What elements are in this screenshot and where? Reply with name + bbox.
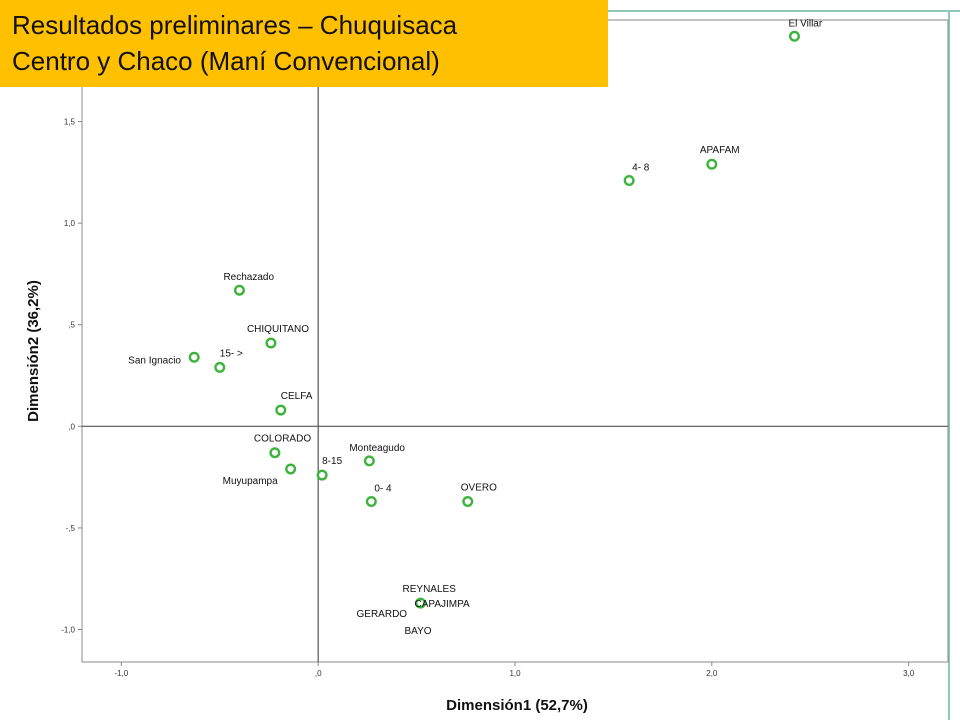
point-label: BAYO <box>405 626 432 637</box>
header-line-1: Resultados preliminares – Chuquisaca <box>12 10 458 40</box>
point-label: Rechazado <box>223 272 274 283</box>
point-label: San Ignacio <box>128 355 181 366</box>
x-tick-label: ,0 <box>315 669 322 678</box>
data-point <box>188 351 200 363</box>
data-point <box>265 337 277 349</box>
slide-header: Resultados preliminares – Chuquisaca Cen… <box>0 0 608 87</box>
data-point <box>788 30 800 42</box>
y-tick-label: 1,5 <box>64 118 76 127</box>
y-tick-label: 1,0 <box>64 219 76 228</box>
point-label: 15- > <box>220 348 243 359</box>
point-label: 4- 8 <box>632 163 650 174</box>
point-label: Muyupampa <box>223 476 278 487</box>
data-point <box>623 174 635 186</box>
point-label: GERARDO <box>357 609 408 620</box>
point-label: APAFAM <box>700 145 740 156</box>
y-tick-label: -1,0 <box>61 625 75 634</box>
x-tick-label: 1,0 <box>509 669 521 678</box>
point-label: CAPAJIMPA <box>415 599 471 610</box>
point-label: COLORADO <box>254 434 311 445</box>
plot-frame <box>81 19 949 663</box>
data-point <box>269 447 281 459</box>
y-axis-ticks: -1,0 -,5 ,0 ,5 1,0 1,5 <box>61 118 82 634</box>
point-label: 8-15 <box>322 456 342 467</box>
point-label: REYNALES <box>403 584 457 595</box>
data-point <box>415 597 427 609</box>
point-label: El Villar <box>788 18 822 29</box>
data-point <box>706 158 718 170</box>
x-axis-ticks: -1,0 ,0 1,0 2,0 3,0 <box>114 662 915 678</box>
x-axis-title: Dimensión1 (52,7%) <box>446 697 588 714</box>
x-tick-label: -1,0 <box>114 669 128 678</box>
point-label: CELFA <box>281 391 313 402</box>
data-point <box>214 361 226 373</box>
y-tick-label: ,5 <box>68 321 75 330</box>
data-point <box>363 455 375 467</box>
y-tick-label: -,5 <box>66 524 76 533</box>
y-axis-title: Dimensión2 (36,2%) <box>25 280 42 422</box>
header-line-2: Centro y Chaco (Maní Convencional) <box>12 46 440 76</box>
point-label: Monteagudo <box>349 443 405 454</box>
data-point <box>316 469 328 481</box>
data-point <box>233 284 245 296</box>
top-accent-rule <box>608 10 960 12</box>
data-point <box>275 404 287 416</box>
data-points <box>188 30 800 609</box>
point-label: 0- 4 <box>374 484 392 495</box>
data-point <box>365 496 377 508</box>
data-point <box>285 463 297 475</box>
data-point <box>462 496 474 508</box>
x-tick-label: 2,0 <box>706 669 718 678</box>
y-tick-label: ,0 <box>68 422 75 431</box>
point-labels: El Villar APAFAM 4- 8 Rechazado CHIQUITANO 15… <box>128 18 823 637</box>
point-label: OVERO <box>461 483 497 494</box>
right-accent-rule <box>948 10 950 720</box>
point-label: CHIQUITANO <box>247 324 309 335</box>
x-tick-label: 3,0 <box>903 669 915 678</box>
